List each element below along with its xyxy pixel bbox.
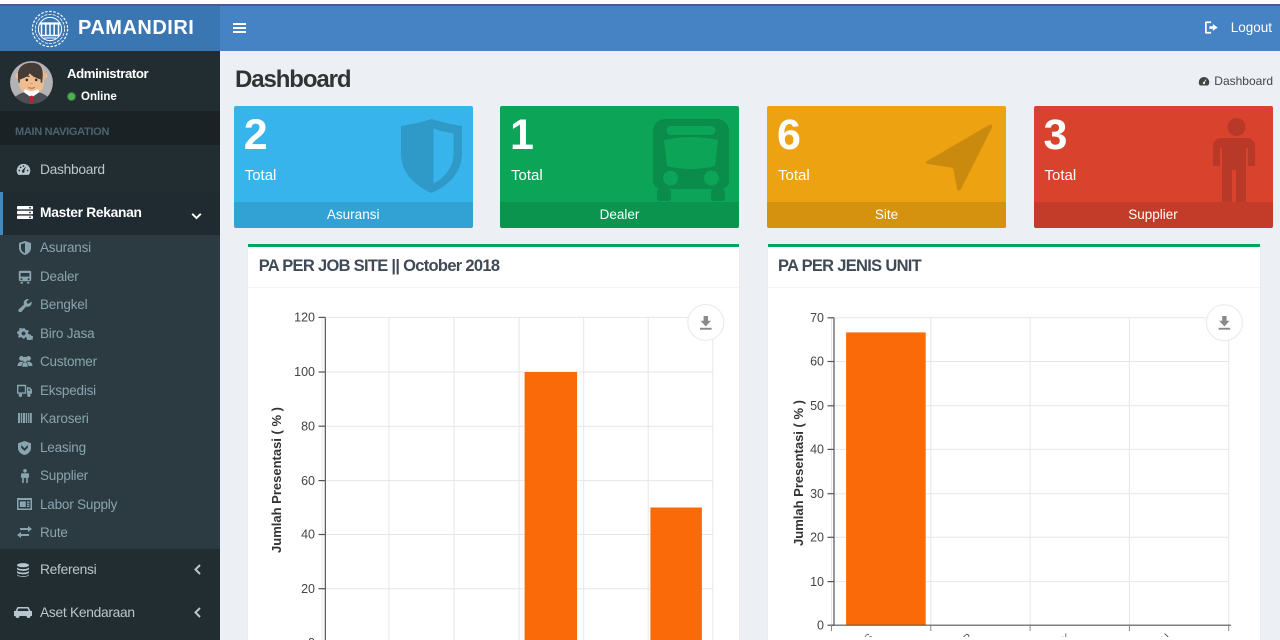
svg-text:PICK UP: PICK UP: [935, 632, 975, 637]
svg-text:40: 40: [301, 528, 315, 542]
svg-text:50: 50: [810, 399, 824, 413]
svg-text:TRUCK: TRUCK: [1039, 631, 1075, 637]
svg-text:TRONTON: TRONTON: [1126, 631, 1173, 637]
svg-text:BUS: BUS: [852, 632, 876, 637]
svg-text:0: 0: [817, 618, 824, 632]
svg-text:30: 30: [810, 487, 824, 501]
svg-text:60: 60: [810, 355, 824, 369]
svg-text:20: 20: [810, 531, 824, 545]
svg-text:20: 20: [301, 582, 315, 596]
svg-text:40: 40: [810, 443, 824, 457]
svg-text:10: 10: [810, 575, 824, 589]
svg-text:Jumlah Presentasi ( % ): Jumlah Presentasi ( % ): [791, 400, 806, 546]
svg-text:0: 0: [308, 636, 315, 640]
svg-text:120: 120: [294, 311, 315, 325]
svg-text:70: 70: [810, 311, 824, 325]
svg-text:100: 100: [294, 365, 315, 379]
svg-text:Jumlah Presentasi ( % ): Jumlah Presentasi ( % ): [269, 407, 284, 553]
svg-text:80: 80: [301, 420, 315, 434]
svg-text:60: 60: [301, 474, 315, 488]
